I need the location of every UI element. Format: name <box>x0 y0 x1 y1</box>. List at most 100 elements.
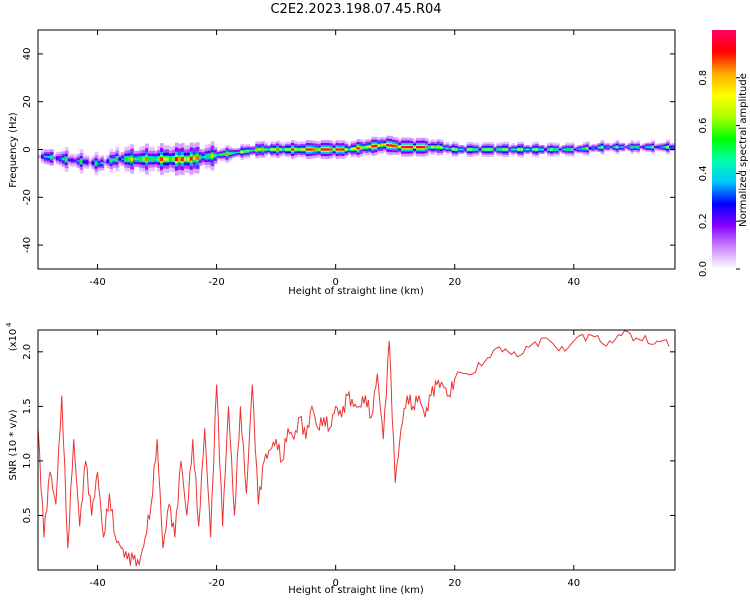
spectrogram-xtick-label: 40 <box>567 277 580 288</box>
heatmap-cell <box>282 148 286 151</box>
heatmap-cell <box>237 151 242 154</box>
heatmap-cell <box>600 146 605 149</box>
colorbar-tick-label: 0.8 <box>698 70 709 86</box>
heatmap-cell <box>549 148 554 151</box>
heatmap-cell <box>109 159 114 163</box>
spectrogram-panel: -40 -20 0 20 40 -40 -20 0 20 40 Height of straigh… <box>8 29 679 297</box>
heatmap-cell <box>296 148 301 151</box>
heatmap-cell <box>106 160 111 163</box>
heatmap-cell <box>666 146 670 148</box>
heatmap-cell <box>163 157 167 161</box>
heatmap-cell <box>273 148 277 151</box>
spectrogram-ticks: -40 -20 0 20 40 -40 -20 0 20 40 <box>22 30 675 288</box>
heatmap-cell <box>88 161 93 164</box>
heatmap-cell <box>410 146 414 149</box>
heatmap-cell <box>570 148 575 151</box>
heatmap-cell <box>636 146 641 148</box>
heatmap-cell <box>76 159 81 163</box>
heatmap-cell <box>359 146 364 149</box>
heatmap-cell <box>246 150 251 152</box>
heatmap-cell <box>532 148 536 151</box>
heatmap-cell <box>433 146 438 148</box>
heatmap-cell <box>555 148 560 151</box>
heatmap-cell <box>621 146 626 148</box>
heatmap-cell <box>487 148 492 151</box>
heatmap-cell <box>73 159 78 162</box>
snr-ytick-label: 1.0 <box>22 453 33 469</box>
heatmap-cell <box>91 161 96 165</box>
heatmap-cell <box>567 148 572 151</box>
heatmap-cell <box>136 157 141 161</box>
heatmap-cell <box>165 157 170 161</box>
heatmap-cell <box>341 148 346 151</box>
snr-ylabel: SNR (10 * v/v) <box>8 409 19 480</box>
heatmap-cell <box>457 148 462 151</box>
heatmap-cell <box>240 150 245 153</box>
heatmap-cell <box>213 154 218 157</box>
heatmap-cell <box>675 145 679 150</box>
colorbar: 0.0 0.2 0.4 0.6 0.8 Normalized spectral ampl… <box>698 30 749 277</box>
heatmap-cell <box>192 156 197 161</box>
heatmap-cell <box>445 147 450 150</box>
heatmap-cell <box>633 146 638 148</box>
heatmap-cell <box>249 149 254 152</box>
heatmap-cell <box>55 157 60 160</box>
heatmap-cell <box>552 148 557 151</box>
heatmap-cell <box>511 148 516 151</box>
heatmap-cell <box>547 148 551 151</box>
heatmap-cell <box>663 146 667 148</box>
spectrogram-ytick-label: 0 <box>22 146 33 152</box>
heatmap-cell <box>189 156 194 161</box>
heatmap-cell <box>362 146 367 149</box>
heatmap-cell <box>356 147 361 150</box>
heatmap-cell <box>657 146 661 148</box>
heatmap-cell <box>413 146 417 149</box>
heatmap-cell <box>308 148 313 151</box>
heatmap-cell <box>588 147 593 149</box>
heatmap-cell <box>419 146 423 149</box>
heatmap-cell <box>133 157 138 161</box>
heatmap-cell <box>353 147 358 150</box>
heatmap-cell <box>252 149 257 152</box>
heatmap-cell <box>157 157 161 161</box>
spectrogram-xtick-label: -40 <box>89 277 105 288</box>
heatmap-cell <box>121 157 126 161</box>
heatmap-cell <box>258 148 263 151</box>
heatmap-cell <box>669 146 673 148</box>
heatmap-cell <box>58 157 63 160</box>
heatmap-cell <box>618 146 623 148</box>
heatmap-cell <box>168 157 173 161</box>
colorbar-tick-label: 0.4 <box>698 165 709 181</box>
heatmap-cell <box>151 157 155 161</box>
heatmap-cell <box>541 148 545 151</box>
heatmap-cell <box>648 146 652 148</box>
heatmap-cell <box>404 145 408 149</box>
heatmap-cell <box>97 162 102 166</box>
heatmap-cell <box>520 148 524 151</box>
heatmap-cell <box>508 148 513 151</box>
heatmap-cell <box>585 147 590 150</box>
heatmap-cell <box>216 154 221 156</box>
heatmap-cell <box>148 157 152 161</box>
heatmap-cell <box>639 146 644 148</box>
heatmap-cell <box>317 148 322 151</box>
heatmap-cell <box>544 148 548 151</box>
heatmap-cell <box>219 153 224 156</box>
heatmap-cell <box>79 159 84 163</box>
heatmap-cell <box>430 146 435 149</box>
spectrogram-ytick-label: 20 <box>22 95 33 108</box>
heatmap-cell <box>523 148 527 151</box>
heatmap-cell <box>160 157 164 161</box>
heatmap-cell <box>615 146 620 148</box>
heatmap-cell <box>49 156 54 159</box>
heatmap-cell <box>392 144 396 147</box>
heatmap-cell <box>82 160 87 163</box>
heatmap-cell <box>368 145 373 148</box>
heatmap-cell <box>389 144 394 147</box>
heatmap-cell <box>302 148 307 151</box>
snr-panel: -40 -20 0 20 40 0.5 1.0 1.5 2.0 Height of straig… <box>5 322 676 596</box>
heatmap-cell <box>332 148 337 151</box>
heatmap-cell <box>38 155 42 158</box>
heatmap-cell <box>442 147 447 149</box>
